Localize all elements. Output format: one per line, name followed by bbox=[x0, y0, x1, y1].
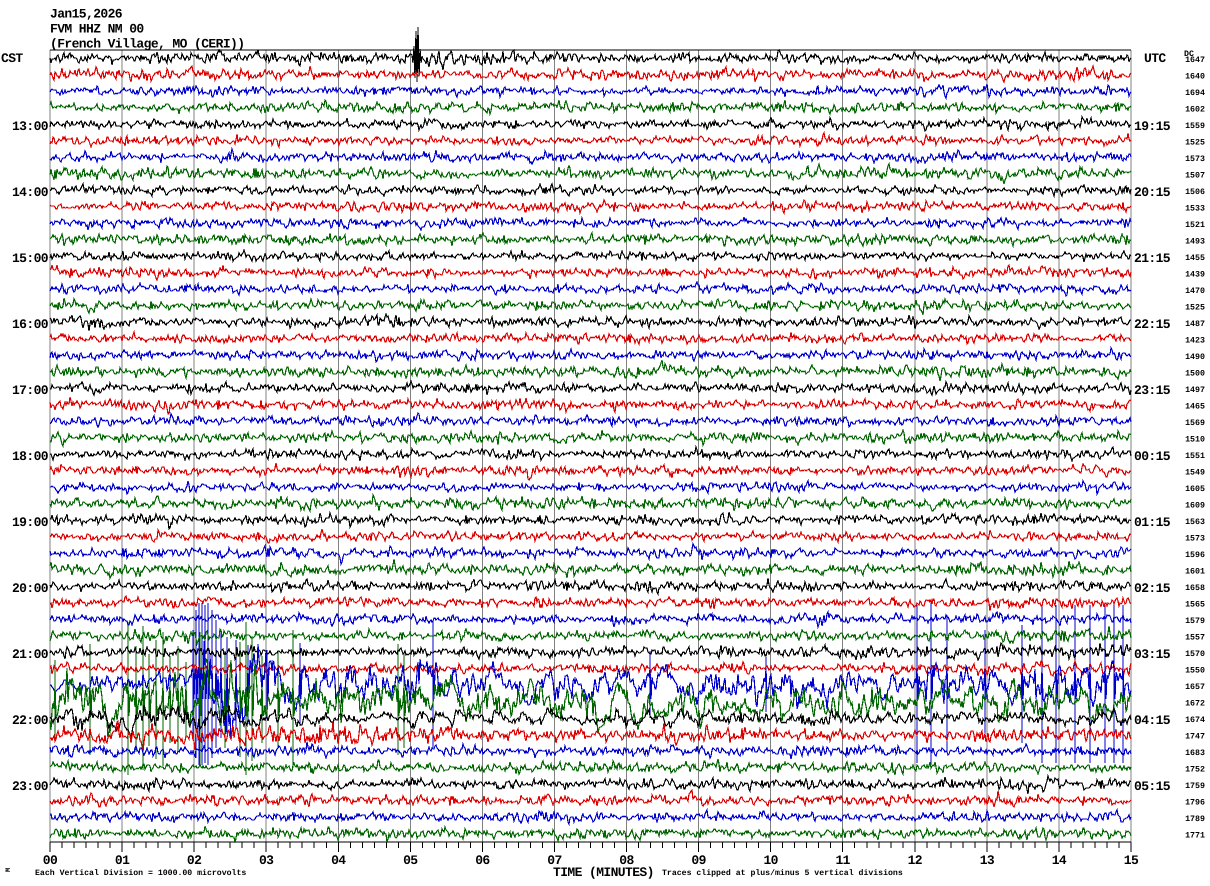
svg-text:18:00: 18:00 bbox=[12, 449, 49, 464]
svg-text:Jan15,2026: Jan15,2026 bbox=[50, 7, 123, 22]
svg-text:07: 07 bbox=[547, 853, 561, 868]
svg-text:Each Vertical Division = 1000.: Each Vertical Division = 1000.00 microvo… bbox=[35, 869, 246, 878]
svg-text:11: 11 bbox=[835, 853, 850, 868]
svg-text:13: 13 bbox=[980, 853, 995, 868]
svg-text:1493: 1493 bbox=[1185, 238, 1205, 247]
svg-text:1601: 1601 bbox=[1185, 568, 1205, 577]
svg-text:1602: 1602 bbox=[1185, 106, 1205, 115]
svg-text:1549: 1549 bbox=[1185, 469, 1205, 478]
svg-text:1550: 1550 bbox=[1185, 667, 1205, 676]
svg-text:05:15: 05:15 bbox=[1134, 779, 1171, 794]
svg-text:02: 02 bbox=[187, 853, 202, 868]
svg-text:1533: 1533 bbox=[1185, 205, 1205, 214]
svg-text:19:00: 19:00 bbox=[12, 515, 49, 530]
svg-text:23:00: 23:00 bbox=[12, 779, 49, 794]
svg-text:1658: 1658 bbox=[1185, 584, 1205, 593]
svg-text:12: 12 bbox=[908, 853, 923, 868]
svg-text:14: 14 bbox=[1052, 853, 1067, 868]
svg-text:1596: 1596 bbox=[1185, 551, 1205, 560]
svg-text:1605: 1605 bbox=[1185, 485, 1205, 494]
svg-text:19:15: 19:15 bbox=[1134, 119, 1171, 134]
svg-text:1487: 1487 bbox=[1185, 320, 1205, 329]
svg-text:22:00: 22:00 bbox=[12, 713, 49, 728]
svg-text:1500: 1500 bbox=[1185, 370, 1205, 379]
svg-text:03:15: 03:15 bbox=[1134, 647, 1171, 662]
svg-text:04: 04 bbox=[331, 853, 346, 868]
svg-text:1559: 1559 bbox=[1185, 122, 1205, 131]
svg-text:15: 15 bbox=[1124, 853, 1139, 868]
svg-text:14:00: 14:00 bbox=[12, 185, 49, 200]
svg-text:00: 00 bbox=[43, 853, 58, 868]
svg-text:22:15: 22:15 bbox=[1134, 317, 1171, 332]
svg-text:1747: 1747 bbox=[1185, 733, 1205, 742]
svg-text:1563: 1563 bbox=[1185, 518, 1205, 527]
svg-text:1507: 1507 bbox=[1185, 172, 1205, 181]
svg-text:10: 10 bbox=[763, 853, 778, 868]
svg-text:1470: 1470 bbox=[1185, 287, 1205, 296]
svg-text:1573: 1573 bbox=[1185, 155, 1205, 164]
svg-text:1557: 1557 bbox=[1185, 634, 1205, 643]
svg-text:1570: 1570 bbox=[1185, 650, 1205, 659]
svg-text:20:00: 20:00 bbox=[12, 581, 49, 596]
svg-text:1672: 1672 bbox=[1185, 700, 1205, 709]
svg-text:1683: 1683 bbox=[1185, 749, 1205, 758]
svg-text:M: M bbox=[5, 868, 13, 872]
svg-text:1506: 1506 bbox=[1185, 188, 1205, 197]
svg-text:FVM HHZ NM 00: FVM HHZ NM 00 bbox=[50, 22, 144, 37]
svg-text:15:00: 15:00 bbox=[12, 251, 49, 266]
svg-text:1525: 1525 bbox=[1185, 304, 1205, 313]
svg-text:1439: 1439 bbox=[1185, 271, 1205, 280]
svg-text:1525: 1525 bbox=[1185, 139, 1205, 148]
svg-text:(French Village, MO (CERI)): (French Village, MO (CERI)) bbox=[50, 37, 244, 52]
svg-text:1752: 1752 bbox=[1185, 766, 1205, 775]
svg-text:1759: 1759 bbox=[1185, 782, 1205, 791]
svg-text:1490: 1490 bbox=[1185, 353, 1205, 362]
svg-text:CST: CST bbox=[1, 51, 23, 66]
svg-text:06: 06 bbox=[475, 853, 490, 868]
svg-text:1497: 1497 bbox=[1185, 386, 1205, 395]
svg-text:1796: 1796 bbox=[1185, 799, 1205, 808]
svg-text:01: 01 bbox=[115, 853, 130, 868]
svg-text:1609: 1609 bbox=[1185, 502, 1205, 511]
svg-text:1565: 1565 bbox=[1185, 601, 1205, 610]
svg-text:1579: 1579 bbox=[1185, 617, 1205, 626]
svg-text:1521: 1521 bbox=[1185, 221, 1205, 230]
svg-text:1674: 1674 bbox=[1185, 716, 1205, 725]
svg-text:TIME (MINUTES): TIME (MINUTES) bbox=[553, 865, 654, 880]
svg-text:1465: 1465 bbox=[1185, 403, 1205, 412]
svg-text:1510: 1510 bbox=[1185, 436, 1205, 445]
svg-text:05: 05 bbox=[403, 853, 418, 868]
svg-text:09: 09 bbox=[691, 853, 706, 868]
svg-text:Traces clipped at plus/minus 5: Traces clipped at plus/minus 5 vertical … bbox=[662, 869, 903, 878]
svg-text:DC: DC bbox=[1184, 50, 1194, 59]
svg-text:1423: 1423 bbox=[1185, 337, 1205, 346]
svg-text:01:15: 01:15 bbox=[1134, 515, 1171, 530]
svg-text:00:15: 00:15 bbox=[1134, 449, 1171, 464]
svg-text:13:00: 13:00 bbox=[12, 119, 49, 134]
svg-text:16:00: 16:00 bbox=[12, 317, 49, 332]
svg-text:1657: 1657 bbox=[1185, 683, 1205, 692]
svg-text:1694: 1694 bbox=[1185, 89, 1205, 98]
svg-text:03: 03 bbox=[259, 853, 274, 868]
svg-text:1647: 1647 bbox=[1185, 56, 1205, 65]
svg-text:17:00: 17:00 bbox=[12, 383, 49, 398]
svg-text:23:15: 23:15 bbox=[1134, 383, 1171, 398]
svg-text:20:15: 20:15 bbox=[1134, 185, 1171, 200]
svg-text:21:15: 21:15 bbox=[1134, 251, 1171, 266]
svg-text:1640: 1640 bbox=[1185, 73, 1205, 82]
svg-text:1551: 1551 bbox=[1185, 452, 1205, 461]
svg-text:04:15: 04:15 bbox=[1134, 713, 1171, 728]
svg-text:UTC: UTC bbox=[1144, 51, 1166, 66]
svg-text:08: 08 bbox=[619, 853, 634, 868]
svg-text:1573: 1573 bbox=[1185, 535, 1205, 544]
svg-text:1455: 1455 bbox=[1185, 254, 1205, 263]
svg-text:1789: 1789 bbox=[1185, 815, 1205, 824]
svg-text:02:15: 02:15 bbox=[1134, 581, 1171, 596]
svg-text:1569: 1569 bbox=[1185, 419, 1205, 428]
svg-text:1771: 1771 bbox=[1185, 832, 1205, 841]
svg-text:21:00: 21:00 bbox=[12, 647, 49, 662]
